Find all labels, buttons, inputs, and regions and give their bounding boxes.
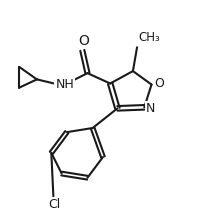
Text: N: N [146, 102, 155, 115]
Text: O: O [78, 34, 89, 48]
Text: O: O [154, 77, 164, 90]
Text: Cl: Cl [48, 198, 60, 211]
Text: NH: NH [55, 78, 74, 91]
Text: CH₃: CH₃ [138, 31, 160, 43]
